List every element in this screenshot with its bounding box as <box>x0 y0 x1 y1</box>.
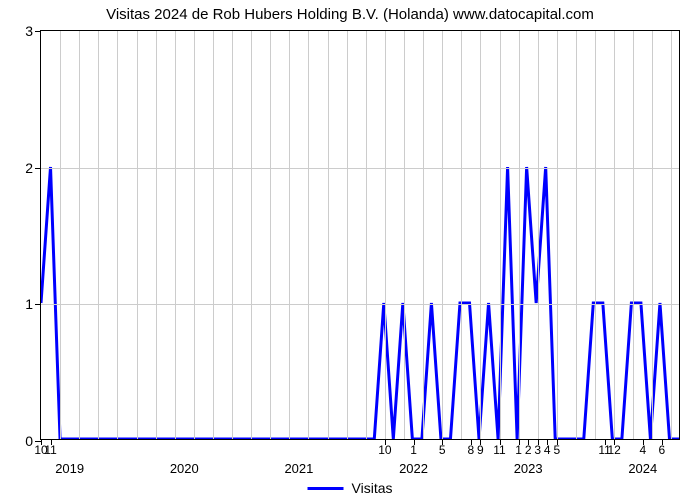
legend: Visitas <box>308 480 393 496</box>
x-tick-label: 8 <box>468 439 475 457</box>
chart-container: Visitas 2024 de Rob Hubers Holding B.V. … <box>0 0 700 500</box>
y-tick-label: 1 <box>25 296 41 312</box>
x-tick-label: 10 <box>378 439 391 457</box>
legend-label: Visitas <box>352 480 393 496</box>
x-tick-label: 12 <box>607 439 620 457</box>
x-year-label: 2023 <box>514 439 543 476</box>
x-tick-label: 4 <box>544 439 551 457</box>
chart-title: Visitas 2024 de Rob Hubers Holding B.V. … <box>0 6 700 23</box>
x-tick-label: 5 <box>553 439 560 457</box>
x-year-label: 2020 <box>170 439 199 476</box>
y-tick-label: 3 <box>25 23 41 39</box>
x-tick-label: 9 <box>477 439 484 457</box>
x-year-label: 2021 <box>284 439 313 476</box>
x-tick-label: 5 <box>439 439 446 457</box>
x-year-label: 2019 <box>55 439 84 476</box>
y-tick-label: 2 <box>25 160 41 176</box>
x-tick-label: 6 <box>659 439 666 457</box>
x-tick-label: 11 <box>493 439 505 457</box>
x-year-label: 2024 <box>628 439 657 476</box>
x-year-label: 2022 <box>399 439 428 476</box>
legend-line <box>308 487 344 490</box>
plot-area: 0123101110158911123451112462019202020212… <box>40 30 680 440</box>
